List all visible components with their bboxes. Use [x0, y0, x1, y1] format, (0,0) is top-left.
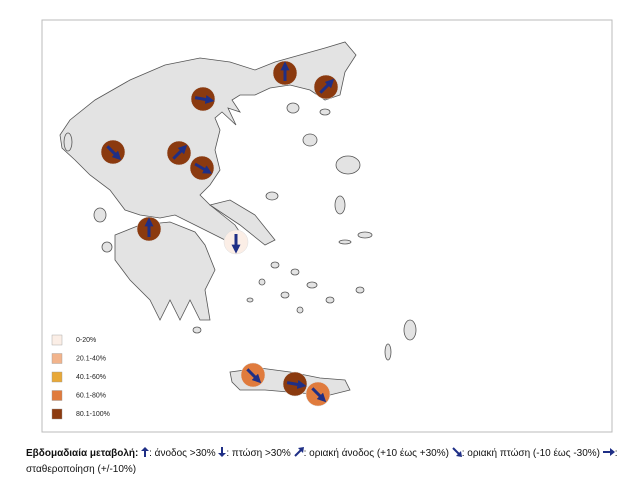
icon-right [602, 448, 615, 456]
icon-down [218, 447, 227, 457]
caption-title: Εβδομαδιαία μεταβολή: [26, 448, 139, 459]
marker-arrow [106, 145, 122, 161]
caption-item: : οριακή πτώση (-10 έως -30%) [461, 448, 601, 459]
caption: Εβδομαδιαία μεταβολή: : άνοδος >30% : πτ… [26, 446, 626, 478]
markers [100, 60, 339, 407]
map: 0-20% 20.1-40% 40.1-60% 60.1-80% 80.1-100% [41, 19, 613, 433]
icon-up [141, 447, 150, 457]
legend-swatch [51, 390, 63, 401]
legend-swatch [51, 353, 63, 364]
legend-label: 40.1-60% [76, 374, 106, 381]
caption-item: : άνοδος >30% [149, 448, 216, 459]
evia [209, 199, 276, 246]
marker-arrow [319, 78, 335, 94]
marker-arrow [172, 144, 188, 160]
peloponnese [114, 221, 216, 321]
icon-up-right [293, 447, 304, 457]
legend-label: 0-20% [76, 337, 96, 344]
legend-swatch [51, 371, 63, 383]
legend-swatch [51, 408, 63, 420]
caption-item: : πτώση >30% [226, 448, 291, 459]
marker-arrow [194, 95, 215, 104]
mainland [59, 41, 357, 246]
marker-arrow [286, 380, 307, 389]
caption-item: : σταθεροποίηση (+/-10%) [26, 448, 618, 475]
icon-down-right [452, 447, 462, 457]
legend-swatch [51, 334, 63, 346]
marker-arrow [311, 387, 327, 403]
marker-arrow [194, 162, 213, 174]
legend-label: 60.1-80% [76, 392, 106, 399]
legend-label: 80.1-100% [76, 411, 110, 418]
caption-item: : οριακή άνοδος (+10 έως +30%) [303, 448, 449, 459]
marker-arrow [246, 368, 262, 384]
legend: 0-20% 20.1-40% 40.1-60% 60.1-80% 80.1-100% [51, 334, 110, 420]
legend-label: 20.1-40% [76, 355, 106, 362]
